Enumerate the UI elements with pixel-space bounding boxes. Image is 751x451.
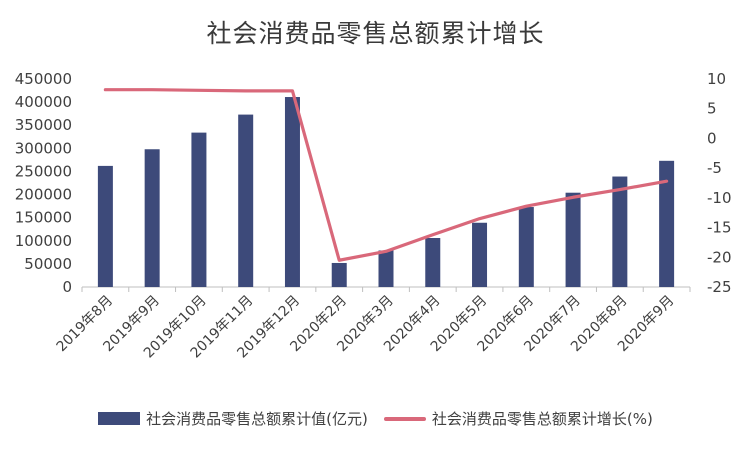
left-axis-tick-label: 350000	[15, 116, 72, 134]
bar	[238, 114, 254, 287]
right-axis-tick-label: -10	[707, 189, 732, 207]
legend-item-line: 社会消费品零售总额累计增长(%)	[383, 408, 653, 429]
left-axis-tick-label: 200000	[15, 186, 72, 204]
legend: 社会消费品零售总额累计值(亿元) 社会消费品零售总额累计增长(%)	[0, 408, 751, 429]
bar	[97, 165, 113, 287]
legend-item-bars: 社会消费品零售总额累计值(亿元)	[98, 408, 368, 429]
chart-title: 社会消费品零售总额累计增长	[206, 19, 545, 48]
bar	[472, 222, 488, 287]
legend-swatch-line	[383, 416, 426, 421]
bar	[378, 250, 394, 287]
legend-swatch-bar	[98, 412, 141, 425]
left-axis-tick-label: 0	[62, 278, 72, 296]
left-axis-tick-label: 100000	[15, 232, 72, 250]
left-axis-tick-label: 450000	[15, 70, 72, 88]
bar	[191, 132, 207, 287]
bar	[425, 238, 441, 287]
left-axis-tick-label: 50000	[24, 255, 72, 273]
bar	[659, 160, 675, 287]
right-axis-tick-label: -20	[707, 248, 732, 266]
left-axis-tick-label: 250000	[15, 162, 72, 180]
legend-label-line: 社会消费品零售总额累计增长(%)	[431, 410, 653, 428]
bar	[144, 149, 160, 287]
left-axis-tick-label: 400000	[15, 93, 72, 111]
right-axis-tick-label: 5	[707, 100, 717, 118]
bar	[284, 97, 300, 287]
bar	[331, 262, 347, 287]
legend-label-bars: 社会消费品零售总额累计值(亿元)	[146, 410, 368, 428]
right-axis-tick-label: -5	[707, 159, 722, 177]
left-axis-tick-label: 150000	[15, 209, 72, 227]
bar	[518, 207, 534, 287]
left-axis-tick-label: 300000	[15, 139, 72, 157]
right-axis-tick-label: 0	[707, 129, 717, 147]
bar	[565, 192, 581, 287]
right-axis-tick-label: 10	[707, 70, 726, 88]
right-axis-tick-label: -15	[707, 219, 732, 237]
right-axis-tick-label: -25	[707, 278, 732, 296]
growth-line	[103, 88, 669, 262]
bar	[612, 176, 628, 287]
